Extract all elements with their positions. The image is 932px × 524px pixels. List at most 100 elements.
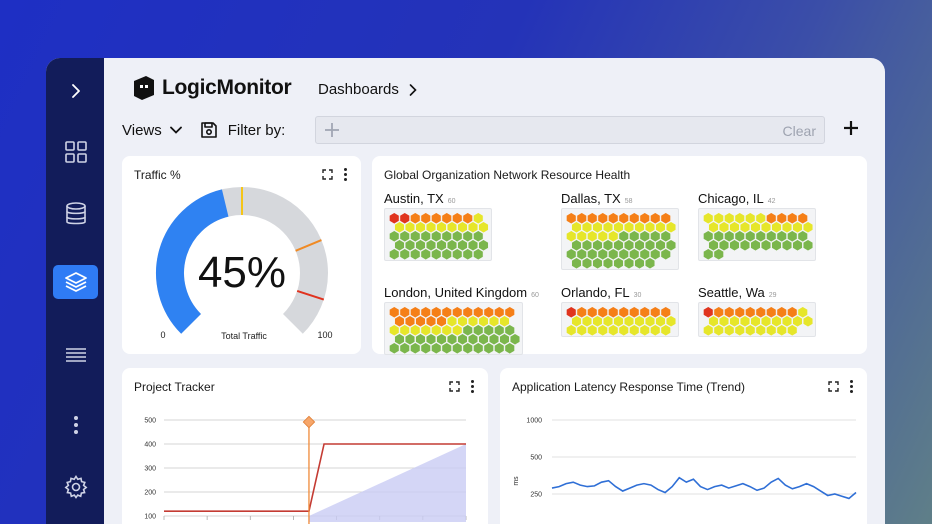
hex-cell[interactable]: [581, 221, 593, 234]
hex-cell[interactable]: [708, 315, 719, 328]
hex-cell[interactable]: [399, 324, 410, 337]
location-health-1[interactable]: Dallas, TX 58: [561, 190, 680, 270]
location-health-2[interactable]: Chicago, IL 42: [698, 190, 817, 261]
hex-cell[interactable]: [613, 221, 624, 234]
hex-cell[interactable]: [389, 342, 400, 355]
location-health-5[interactable]: Seattle, Wa 29: [698, 284, 817, 337]
hex-cell[interactable]: [739, 221, 751, 234]
hex-cell[interactable]: [802, 239, 814, 252]
hex-cell[interactable]: [608, 248, 619, 261]
hex-cell[interactable]: [415, 333, 426, 346]
hex-cell[interactable]: [462, 342, 473, 355]
hex-cell[interactable]: [660, 230, 671, 243]
hex-cell[interactable]: [792, 239, 803, 252]
hex-cell[interactable]: [787, 212, 798, 225]
hex-cell[interactable]: [771, 239, 782, 252]
hex-cell[interactable]: [399, 230, 410, 243]
hex-cell[interactable]: [703, 324, 714, 337]
hex-cell[interactable]: [718, 315, 730, 328]
hex-cell[interactable]: [766, 212, 777, 225]
hex-cell[interactable]: [478, 239, 489, 252]
hex-cell[interactable]: [467, 221, 479, 234]
hex-cell[interactable]: [629, 324, 640, 337]
sidebar-item-settings[interactable]: [53, 470, 98, 504]
hex-cell[interactable]: [592, 257, 603, 270]
hex-cell[interactable]: [457, 333, 468, 346]
marker-diamond[interactable]: [302, 415, 316, 429]
hex-cell[interactable]: [750, 239, 761, 252]
hex-cell[interactable]: [446, 239, 458, 252]
views-dropdown[interactable]: Views: [122, 122, 182, 139]
hex-cell[interactable]: [457, 239, 468, 252]
hex-cell[interactable]: [655, 221, 666, 234]
hex-cell[interactable]: [618, 212, 629, 225]
hex-cell[interactable]: [441, 306, 452, 319]
hex-cell[interactable]: [404, 333, 416, 346]
hex-cell[interactable]: [792, 221, 803, 234]
hex-cell[interactable]: [394, 239, 405, 252]
fullscreen-icon[interactable]: [828, 381, 839, 392]
hex-cell[interactable]: [755, 212, 766, 225]
hex-cell[interactable]: [571, 239, 582, 252]
location-health-3[interactable]: London, United Kingdom 60: [384, 284, 539, 355]
hex-cell[interactable]: [425, 221, 437, 234]
hex-cell[interactable]: [587, 230, 598, 243]
hex-cell[interactable]: [441, 248, 452, 261]
hex-cell[interactable]: [483, 306, 494, 319]
sidebar-item-list[interactable]: [53, 338, 98, 372]
hex-cell[interactable]: [802, 315, 814, 328]
hex-cell[interactable]: [787, 230, 798, 243]
hex-cell[interactable]: [608, 230, 619, 243]
hex-cell[interactable]: [644, 257, 656, 270]
hex-cell[interactable]: [766, 230, 777, 243]
hex-cell[interactable]: [394, 221, 405, 234]
hex-cell[interactable]: [602, 221, 614, 234]
hex-cell[interactable]: [745, 324, 756, 337]
hex-cell[interactable]: [660, 324, 671, 337]
hex-cell[interactable]: [623, 239, 635, 252]
hex-cell[interactable]: [420, 324, 431, 337]
hex-cell[interactable]: [431, 342, 442, 355]
hex-cell[interactable]: [420, 212, 431, 225]
hex-cell[interactable]: [618, 230, 629, 243]
hex-cell[interactable]: [650, 306, 661, 319]
hex-cell[interactable]: [581, 315, 593, 328]
hex-cell[interactable]: [389, 306, 400, 319]
hex-cell[interactable]: [739, 315, 751, 328]
hex-cell[interactable]: [467, 315, 479, 328]
hex-cell[interactable]: [797, 212, 808, 225]
hex-cell[interactable]: [724, 212, 735, 225]
hex-cell[interactable]: [389, 248, 400, 261]
hex-cell[interactable]: [613, 239, 624, 252]
hex-cell[interactable]: [665, 221, 677, 234]
hex-cell[interactable]: [597, 324, 608, 337]
widget-menu-button[interactable]: [343, 168, 347, 181]
hex-cell[interactable]: [394, 315, 405, 328]
hex-cell[interactable]: [602, 239, 614, 252]
hex-cell[interactable]: [576, 230, 587, 243]
hex-cell[interactable]: [478, 333, 489, 346]
hex-cell[interactable]: [797, 230, 808, 243]
hex-cell[interactable]: [452, 230, 463, 243]
hex-cell[interactable]: [655, 239, 666, 252]
sidebar-more-button[interactable]: [53, 408, 98, 442]
hex-cell[interactable]: [587, 324, 598, 337]
hex-cell[interactable]: [703, 306, 714, 319]
hex-cell[interactable]: [597, 248, 608, 261]
hex-cell[interactable]: [597, 306, 608, 319]
hex-cell[interactable]: [410, 248, 421, 261]
hex-cell[interactable]: [431, 306, 442, 319]
hex-cell[interactable]: [576, 248, 587, 261]
hex-cell[interactable]: [436, 221, 447, 234]
hex-cell[interactable]: [462, 324, 473, 337]
hex-cell[interactable]: [436, 239, 447, 252]
hex-cell[interactable]: [452, 324, 463, 337]
hex-cell[interactable]: [755, 324, 766, 337]
hex-cell[interactable]: [665, 239, 677, 252]
hex-cell[interactable]: [504, 342, 515, 355]
hex-cell[interactable]: [623, 315, 635, 328]
hex-cell[interactable]: [410, 342, 421, 355]
hex-cell[interactable]: [745, 306, 756, 319]
hex-cell[interactable]: [425, 333, 437, 346]
add-filter-icon[interactable]: [324, 120, 340, 140]
